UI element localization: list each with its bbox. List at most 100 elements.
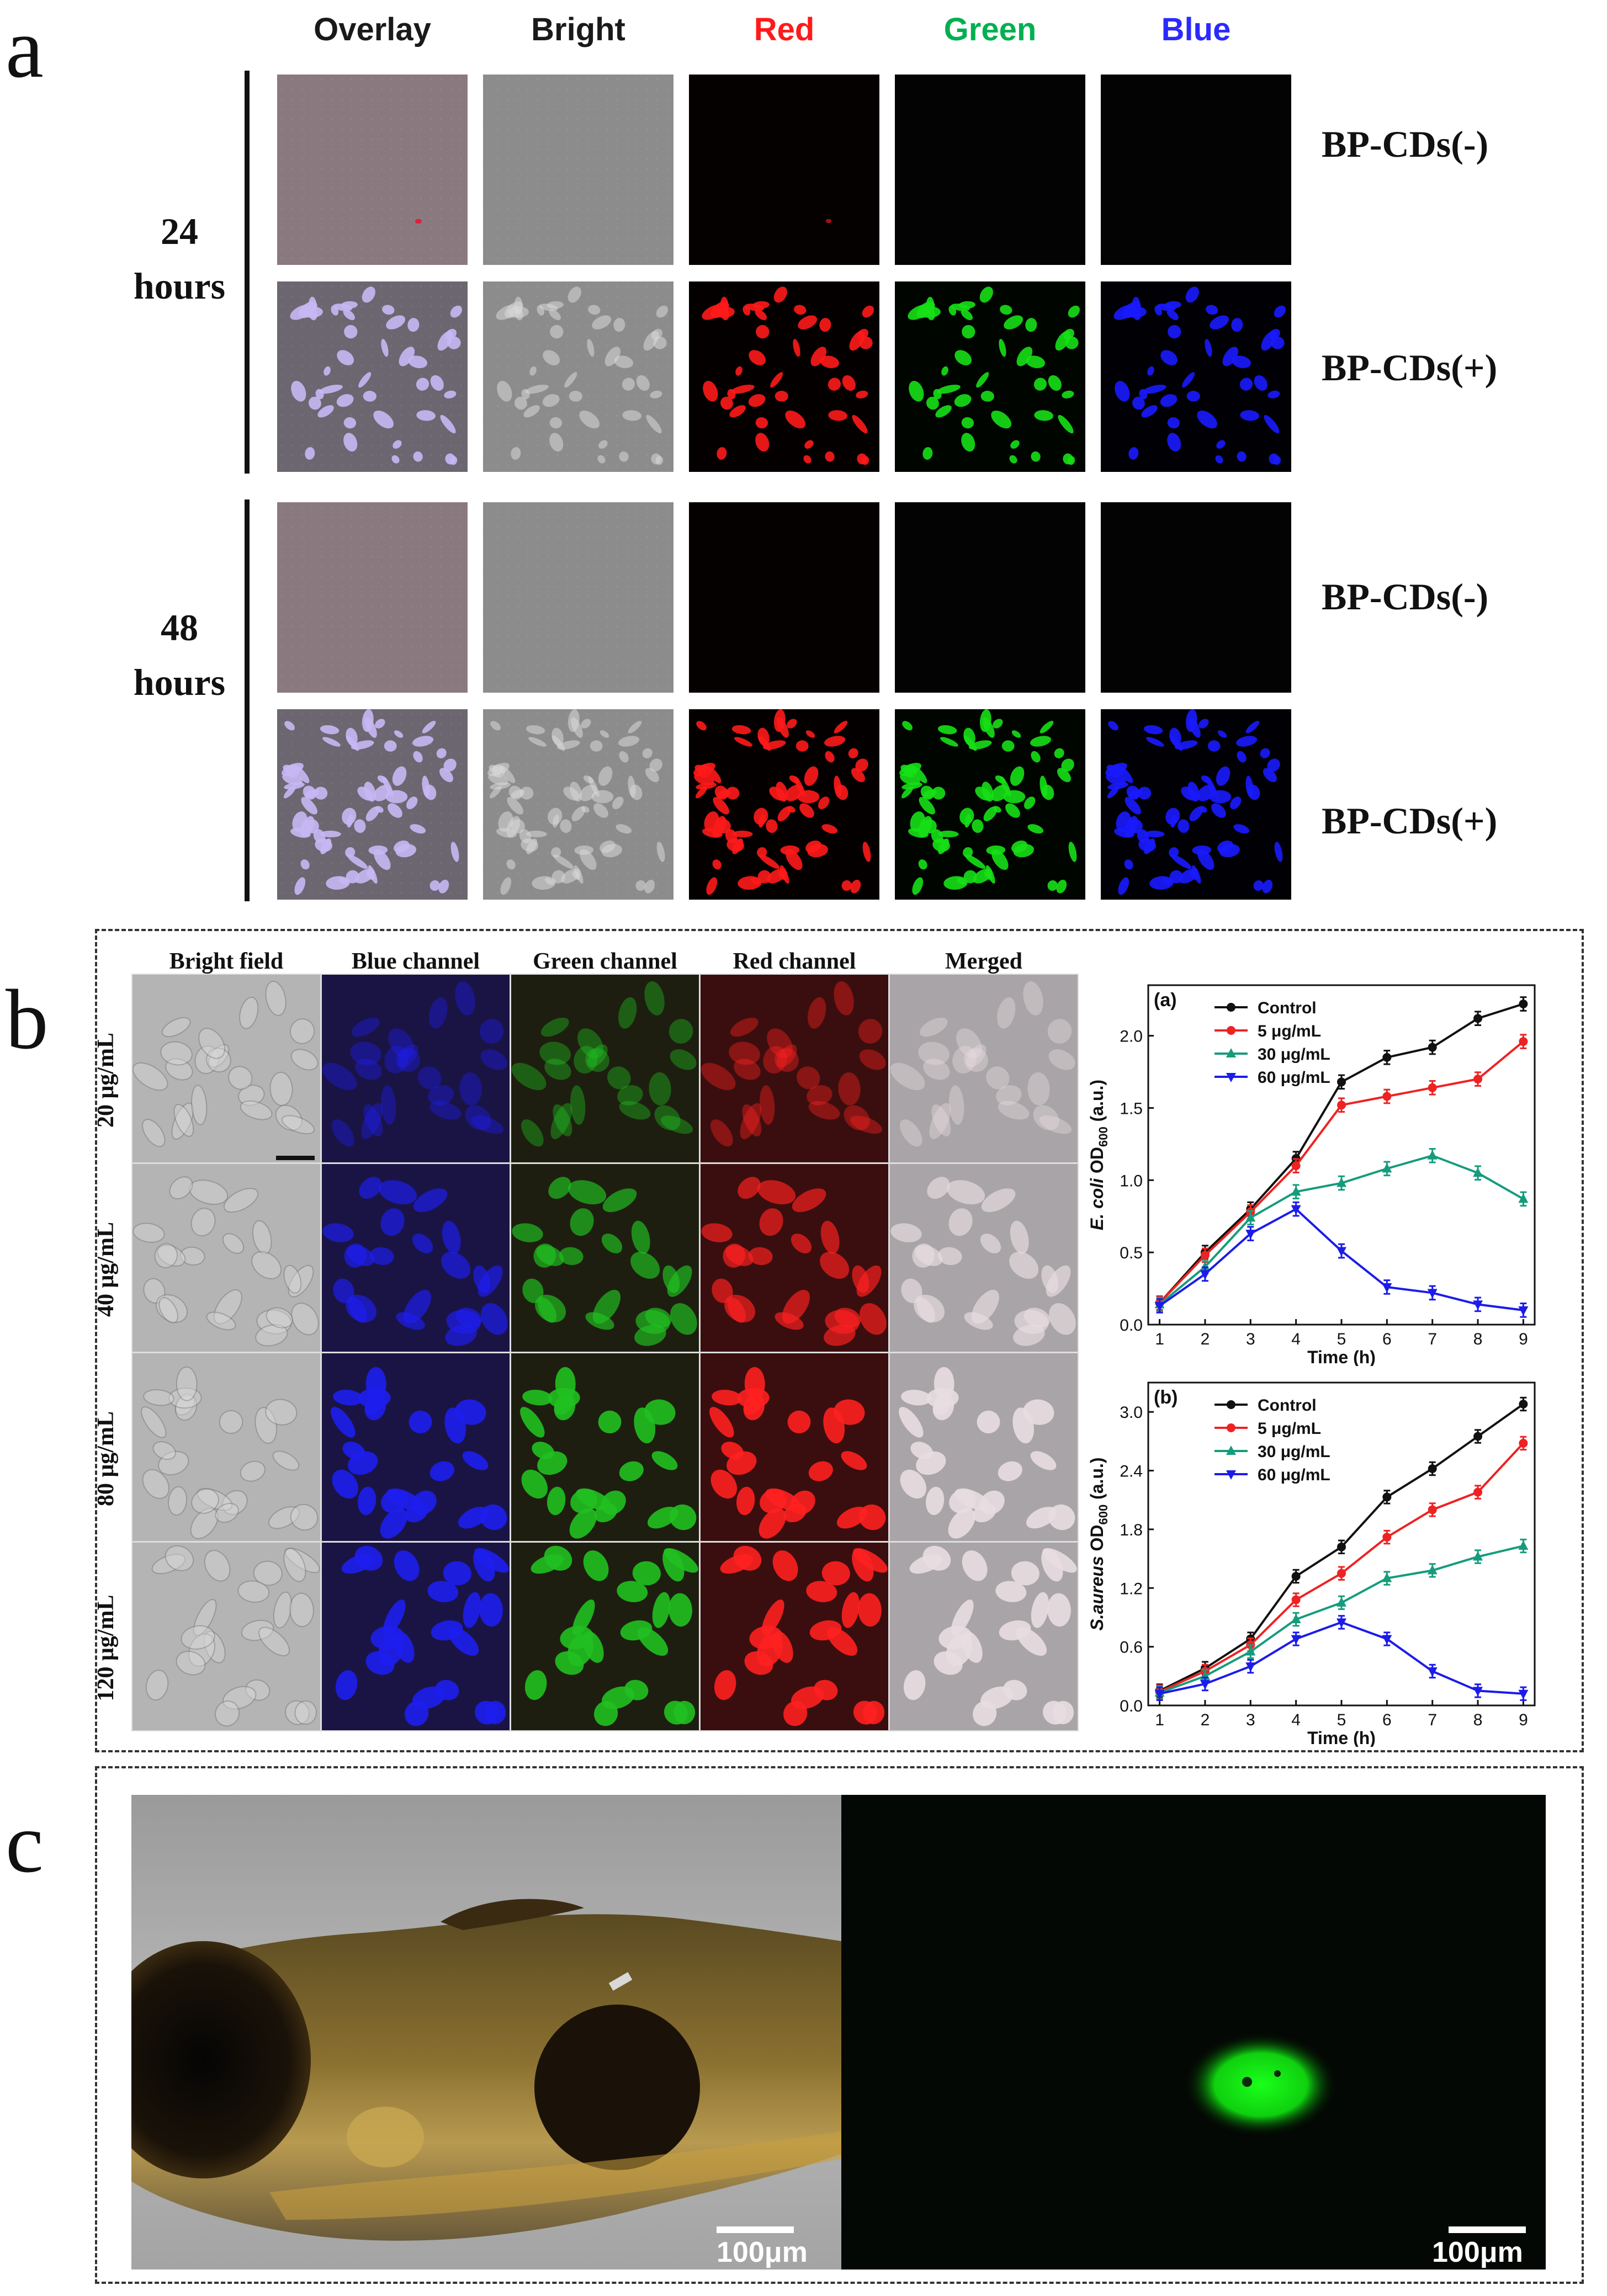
data-point (1382, 1053, 1392, 1062)
legend-label: 5 μg/mL (1258, 1420, 1321, 1438)
x-tick-label: 1 (1155, 1330, 1164, 1348)
microscopy-tile-24h-pos-green (895, 281, 1085, 472)
channel-header-overlay: Overlay (314, 12, 431, 47)
zebrafish-bright-field-image: 100μm (131, 1795, 841, 2270)
y-tick-label: 3.0 (1120, 1404, 1143, 1422)
x-tick-label: 6 (1382, 1330, 1392, 1348)
data-point (1473, 1487, 1483, 1497)
data-point (1473, 1075, 1483, 1084)
microscopy-tile-48h-pos-green (895, 709, 1085, 900)
data-point (1382, 1283, 1392, 1293)
microscopy-tile-24h-pos-red (689, 281, 879, 472)
data-point (1291, 1635, 1301, 1645)
data-point (1154, 1301, 1165, 1311)
microscopy-tile-48h-pos-bright (483, 709, 673, 900)
group-bracket-24h (245, 71, 250, 474)
channel-header-green: Green (943, 12, 1037, 47)
condition-label-48h-neg: BP-CDs(-) (1322, 576, 1489, 618)
x-tick-label: 5 (1337, 1330, 1346, 1348)
cell-image-20-bright-field (131, 974, 321, 1163)
cell-image-80-green (510, 1352, 700, 1542)
x-tick-label: 5 (1337, 1711, 1346, 1729)
condition-label-24h-pos: BP-CDs(+) (1322, 347, 1498, 389)
cell-image-80-red (699, 1352, 889, 1542)
x-tick-label: 4 (1291, 1711, 1301, 1729)
data-point (1336, 1597, 1346, 1607)
cell-image-20-merged (889, 974, 1079, 1163)
saureus-growth-chart: (b) 0.0 0.6 1.2 1.8 2.4 3.0 1 2 3 4 5 6 7 8 9 Time (h) S.… (1087, 1381, 1536, 1747)
data-point (1291, 1186, 1301, 1196)
chart-panel-tag: (a) (1154, 990, 1177, 1011)
column-header-red-channel: Red channel (733, 949, 856, 974)
y-tick-label: 2.0 (1120, 1028, 1143, 1046)
legend-label: Control (1258, 1396, 1317, 1415)
chart-panel-tag: (b) (1154, 1387, 1178, 1408)
legend-label: Control (1258, 999, 1317, 1017)
data-point (1154, 1689, 1165, 1699)
panel-c-label: c (6, 1795, 44, 1890)
x-tick-label: 3 (1246, 1330, 1255, 1348)
data-point (1519, 1400, 1528, 1409)
data-point (1200, 1251, 1210, 1260)
legend-label: 60 μg/mL (1258, 1466, 1330, 1484)
cell-image-120-blue (321, 1542, 511, 1731)
x-tick-label: 6 (1382, 1711, 1392, 1729)
microscopy-tile-24h-neg-overlay (277, 75, 468, 265)
data-point (1382, 1163, 1392, 1173)
microscopy-tile-48h-pos-blue (1101, 709, 1291, 900)
channel-header-bright: Bright (531, 12, 625, 47)
x-axis-label: Time (h) (1307, 1728, 1376, 1747)
cell-image-20-green (510, 974, 700, 1163)
column-header-merged: Merged (945, 949, 1022, 974)
data-point (1291, 1161, 1301, 1171)
concentration-label-80: 80 μg/mL (93, 1411, 119, 1506)
data-point (1473, 1432, 1483, 1441)
microscopy-tile-24h-neg-blue (1101, 75, 1291, 265)
x-tick-label: 7 (1428, 1330, 1437, 1348)
time-label-24h: 24 hours (133, 210, 226, 307)
zebrafish-fluorescence-image: 100μm (841, 1795, 1546, 2270)
legend-label: 30 μg/mL (1258, 1045, 1330, 1064)
data-point (1337, 1077, 1346, 1087)
data-point (1336, 1247, 1346, 1257)
data-point (1382, 1635, 1392, 1645)
x-axis-label: Time (h) (1307, 1347, 1376, 1366)
y-tick-label: 0.5 (1120, 1244, 1143, 1262)
cell-image-40-red (699, 1163, 889, 1353)
cell-image-80-merged (889, 1352, 1079, 1542)
column-header-green-channel: Green channel (533, 949, 677, 974)
microscopy-tile-48h-neg-red (689, 502, 879, 693)
x-tick-label: 2 (1201, 1711, 1210, 1729)
x-tick-label: 1 (1155, 1711, 1164, 1729)
y-axis-label: E. coli OD600 (a.u.) (1087, 1080, 1110, 1230)
data-point (1427, 1565, 1438, 1575)
microscopy-tile-24h-pos-bright (483, 281, 673, 472)
series-line-4 (1159, 1208, 1524, 1311)
data-point (1200, 1270, 1210, 1280)
data-point (1473, 1687, 1483, 1697)
y-tick-label: 1.8 (1120, 1521, 1143, 1539)
series-line-4 (1159, 1621, 1524, 1695)
y-tick-label: 1.5 (1120, 1099, 1143, 1118)
data-point (1519, 1000, 1528, 1009)
data-point (1382, 1092, 1392, 1101)
cell-image-120-green (510, 1542, 700, 1731)
legend-label: 5 μg/mL (1258, 1022, 1321, 1040)
cell-image-120-merged (889, 1542, 1079, 1731)
data-point (1200, 1680, 1210, 1689)
data-point (1245, 1212, 1256, 1222)
cell-image-40-bright-field (131, 1163, 321, 1353)
panel-b-label: b (6, 972, 49, 1067)
x-tick-label: 3 (1246, 1711, 1255, 1729)
column-header-bright-field: Bright field (169, 949, 284, 974)
panel-a-label: a (6, 1, 44, 95)
data-point (1337, 1542, 1346, 1551)
y-tick-label: 0.0 (1120, 1316, 1143, 1335)
column-header-blue-channel: Blue channel (351, 949, 480, 974)
cell-image-120-red (699, 1542, 889, 1731)
data-point (1382, 1572, 1392, 1582)
data-point (1473, 1551, 1483, 1561)
x-tick-label: 9 (1519, 1711, 1528, 1729)
data-point (1337, 1569, 1346, 1578)
condition-label-48h-pos: BP-CDs(+) (1322, 800, 1498, 842)
